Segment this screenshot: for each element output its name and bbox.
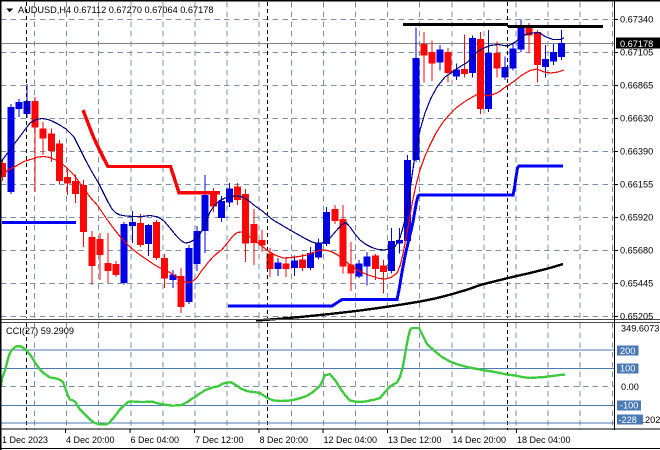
svg-text:4 Dec 20:00: 4 Dec 20:00 [66, 435, 115, 445]
svg-text:12 Dec 04:00: 12 Dec 04:00 [324, 435, 378, 445]
svg-text:0.65920: 0.65920 [620, 213, 653, 223]
svg-text:8 Dec 20:00: 8 Dec 20:00 [260, 435, 309, 445]
svg-text:0.66865: 0.66865 [620, 81, 653, 91]
svg-text:AUDUSD,H4 0.67112 0.67270 0.6: AUDUSD,H4 0.67112 0.67270 0.67064 0.6717… [18, 5, 213, 15]
svg-text:349.6073: 349.6073 [621, 324, 659, 334]
svg-text:1 Dec 2023: 1 Dec 2023 [2, 435, 48, 445]
svg-text:0.66630: 0.66630 [620, 114, 653, 124]
svg-text:0.66155: 0.66155 [620, 180, 653, 190]
svg-text:6 Dec 04:00: 6 Dec 04:00 [131, 435, 180, 445]
svg-text:18 Dec 04:00: 18 Dec 04:00 [517, 435, 571, 445]
svg-text:.2025: .2025 [643, 415, 660, 425]
svg-text:200: 200 [620, 346, 635, 356]
svg-text:7 Dec 12:00: 7 Dec 12:00 [195, 435, 244, 445]
svg-text:100: 100 [620, 364, 635, 374]
svg-text:-100: -100 [620, 401, 638, 411]
svg-text:-228: -228 [619, 415, 637, 425]
svg-text:0.00: 0.00 [621, 382, 639, 392]
svg-text:0.66390: 0.66390 [620, 147, 653, 157]
svg-text:0.65680: 0.65680 [620, 246, 653, 256]
svg-text:0.67340: 0.67340 [620, 15, 653, 25]
svg-text:13 Dec 12:00: 13 Dec 12:00 [388, 435, 442, 445]
svg-text:0.67178: 0.67178 [620, 39, 653, 49]
svg-text:CCI(27) 59.2909: CCI(27) 59.2909 [6, 326, 74, 336]
svg-text:0.65445: 0.65445 [620, 279, 653, 289]
svg-text:0.65205: 0.65205 [620, 312, 653, 322]
svg-text:14 Dec 20:00: 14 Dec 20:00 [453, 435, 507, 445]
svg-text:0.67105: 0.67105 [620, 48, 653, 58]
